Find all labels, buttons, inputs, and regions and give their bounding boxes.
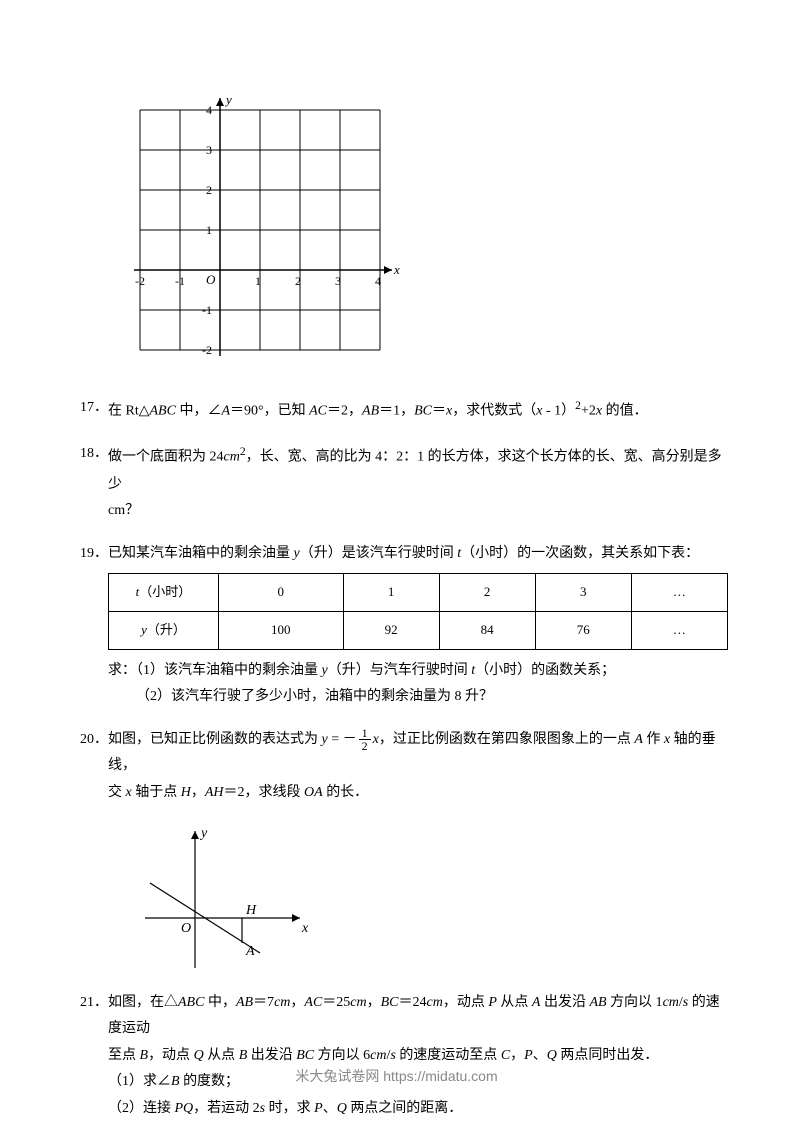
problem-number: 17． [80, 395, 108, 422]
svg-text:O: O [206, 272, 216, 287]
table-cell: y（升） [109, 611, 219, 649]
svg-text:-1: -1 [202, 303, 212, 317]
table-cell: t（小时） [109, 574, 219, 612]
problem-number: 18． [80, 441, 108, 468]
sub-question-1: 求：（1）该汽车油箱中的剩余油量 y（升）与汽车行驶时间 t（小时）的函数关系； [80, 658, 723, 685]
svg-text:4: 4 [206, 103, 212, 117]
svg-text:2: 2 [295, 274, 301, 288]
problem-20: 20．如图，已知正比例函数的表达式为 y = －12x，过正比例函数在第四象限图… [80, 727, 723, 807]
svg-text:x: x [393, 262, 400, 277]
grid-svg: x y O -2 -1 1 2 3 4 -2 -1 1 2 3 4 [120, 90, 400, 370]
footer-watermark: 米大兔试卷网 https://midatu.com [0, 1066, 793, 1086]
table-cell: … [631, 611, 727, 649]
line-svg: Ox y H A [140, 823, 310, 973]
table-row: t（小时）0123… [109, 574, 728, 612]
svg-text:-2: -2 [202, 343, 212, 357]
problem-text: 如图，在△ABC 中，AB＝7cm，AC＝25cm，BC＝24cm，动点 P 从… [108, 990, 723, 1043]
problem-text: 已知某汽车油箱中的剩余油量 y（升）是该汽车行驶时间 t（小时）的一次函数，其关… [108, 541, 723, 568]
svg-text:O: O [181, 921, 191, 936]
table-cell: 84 [439, 611, 535, 649]
problem-21: 21．如图，在△ABC 中，AB＝7cm，AC＝25cm，BC＝24cm，动点 … [80, 990, 723, 1123]
problem-text: 如图，已知正比例函数的表达式为 y = －12x，过正比例函数在第四象限图象上的… [108, 727, 723, 780]
table-cell: 2 [439, 574, 535, 612]
coordinate-grid-chart: x y O -2 -1 1 2 3 4 -2 -1 1 2 3 4 [120, 90, 723, 375]
svg-text:H: H [245, 903, 257, 918]
svg-text:4: 4 [375, 274, 381, 288]
data-table: t（小时）0123… y（升）100928476… [108, 573, 728, 649]
problem-text: 在 Rt△ABC 中，∠A＝90°，已知 AC＝2，AB＝1，BC＝x，求代数式… [108, 395, 723, 425]
problem-18: 18．做一个底面积为 24cm2，长、宽、高的比为 4：2：1 的长方体，求这个… [80, 441, 723, 524]
table-cell: 3 [535, 574, 631, 612]
problem-number: 19． [80, 541, 108, 568]
table-cell: 76 [535, 611, 631, 649]
svg-text:-1: -1 [175, 274, 185, 288]
sub-question-2: （2）该汽车行驶了多少小时，油箱中的剩余油量为 8 升？ [80, 684, 723, 711]
table-cell: … [631, 574, 727, 612]
problem-text-cont: 交 x 轴于点 H，AH＝2，求线段 OA 的长． [80, 780, 723, 807]
svg-text:-2: -2 [135, 274, 145, 288]
svg-text:1: 1 [255, 274, 261, 288]
svg-text:3: 3 [335, 274, 341, 288]
svg-text:2: 2 [206, 183, 212, 197]
problem-19: 19．已知某汽车油箱中的剩余油量 y（升）是该汽车行驶时间 t（小时）的一次函数… [80, 541, 723, 711]
table-cell: 100 [219, 611, 344, 649]
svg-text:A: A [245, 944, 255, 959]
table-row: y（升）100928476… [109, 611, 728, 649]
table-cell: 1 [343, 574, 439, 612]
problem-text-cont: cm？ [80, 498, 723, 525]
svg-text:3: 3 [206, 143, 212, 157]
sub-question-2: （2）连接 PQ，若运动 2s 时，求 P、Q 两点之间的距离． [80, 1096, 723, 1123]
problem-number: 20． [80, 727, 108, 754]
problem-17: 17．在 Rt△ABC 中，∠A＝90°，已知 AC＝2，AB＝1，BC＝x，求… [80, 395, 723, 425]
svg-text:1: 1 [206, 223, 212, 237]
svg-text:x: x [301, 921, 309, 936]
svg-text:y: y [199, 826, 208, 841]
problem-number: 21． [80, 990, 108, 1017]
svg-text:y: y [224, 92, 232, 107]
table-cell: 92 [343, 611, 439, 649]
problem-text: 做一个底面积为 24cm2，长、宽、高的比为 4：2：1 的长方体，求这个长方体… [108, 441, 723, 498]
function-line-chart: Ox y H A [140, 823, 723, 978]
table-cell: 0 [219, 574, 344, 612]
